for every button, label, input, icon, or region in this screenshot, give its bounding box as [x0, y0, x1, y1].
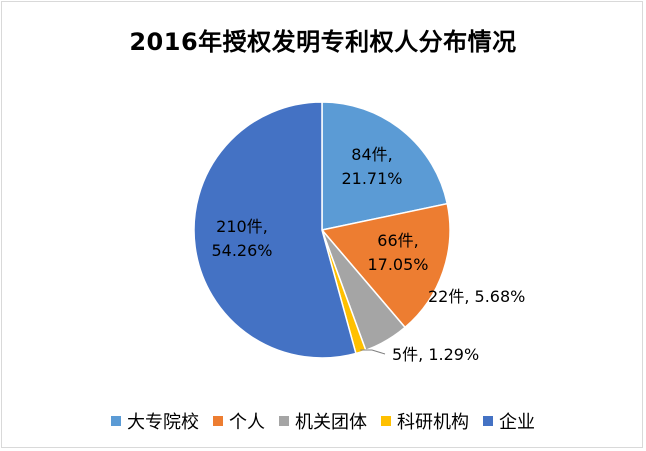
pie-slice-5 — [193, 101, 357, 359]
legend-item: 机关团体 — [279, 408, 367, 434]
data-label-1: 84件, 21.71% — [341, 145, 402, 188]
legend-item: 科研机构 — [381, 408, 469, 434]
legend-swatch — [483, 416, 493, 426]
legend-label: 大专院校 — [127, 412, 199, 433]
legend: 大专院校 个人 机关团体 科研机构 企业 — [0, 408, 646, 434]
data-label-4: 5件, 1.29% — [392, 345, 479, 364]
legend-item: 大专院校 — [111, 408, 199, 434]
data-label-5: 210件, 54.26% — [211, 217, 272, 260]
legend-swatch — [381, 416, 391, 426]
data-label-2: 66件, 17.05% — [367, 231, 428, 274]
legend-item: 企业 — [483, 408, 535, 434]
pie-slice-1 — [321, 101, 449, 231]
legend-item: 个人 — [213, 408, 265, 434]
legend-label: 机关团体 — [295, 412, 367, 433]
legend-label: 个人 — [229, 412, 265, 433]
legend-swatch — [111, 416, 121, 426]
leader-line — [360, 349, 386, 355]
chart-title: 2016年授权发明专利权人分布情况 — [129, 28, 517, 56]
legend-swatch — [279, 416, 289, 426]
legend-label: 企业 — [499, 412, 535, 433]
legend-label: 科研机构 — [397, 412, 469, 433]
legend-swatch — [213, 416, 223, 426]
data-label-3: 22件, 5.68% — [428, 287, 525, 306]
pie-slice-2 — [320, 202, 451, 329]
